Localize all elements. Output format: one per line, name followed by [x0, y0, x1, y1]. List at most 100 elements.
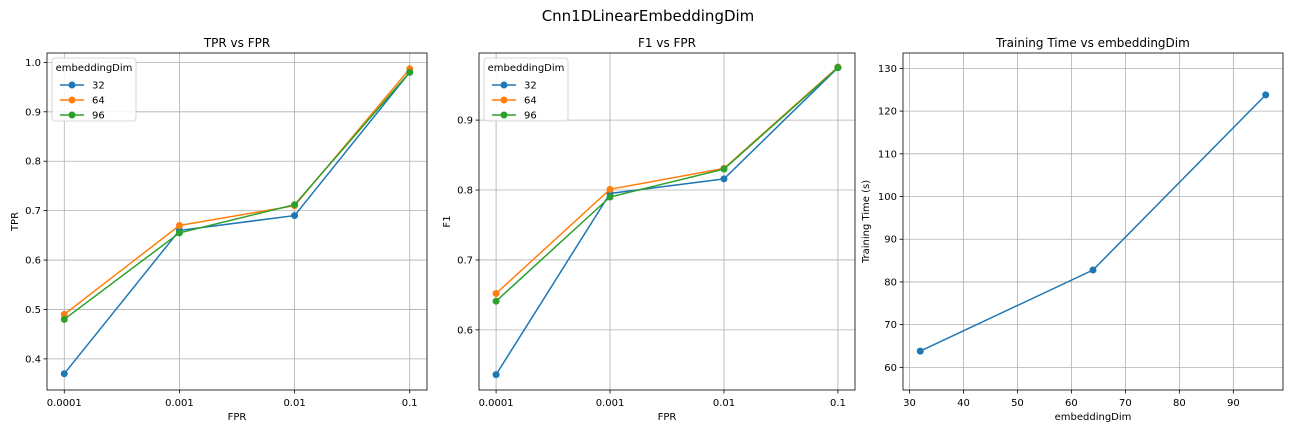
y-tick-label: 90	[884, 235, 897, 246]
data-point	[492, 297, 500, 305]
y-tick-label: 1.0	[25, 58, 41, 69]
x-tick-label: 0.001	[596, 398, 625, 409]
y-tick-label: 120	[878, 107, 897, 118]
plot-area-frame	[902, 52, 1284, 391]
plot-area-frame	[46, 52, 428, 391]
y-tick-label: 0.7	[457, 255, 473, 266]
chart-title: Training Time vs embeddingDim	[995, 36, 1190, 50]
series-line	[495, 67, 839, 302]
x-tick-label: 40	[957, 398, 970, 409]
legend-entry: 32	[60, 81, 105, 92]
legend-label: 96	[524, 111, 537, 122]
x-axis-label: embeddingDim	[1055, 412, 1132, 423]
legend-box	[483, 57, 569, 122]
legend-entry: 32	[492, 81, 537, 92]
grid	[903, 53, 1283, 390]
legend-marker	[500, 81, 508, 89]
y-tick-label: 100	[878, 192, 897, 203]
y-tick-label: 0.6	[457, 325, 473, 336]
x-tick-label: 0.1	[402, 398, 418, 409]
y-tick-label: 110	[878, 149, 897, 160]
legend-entry: 96	[492, 111, 537, 122]
data-point	[492, 371, 500, 379]
data-point	[606, 185, 614, 193]
x-tick-label: 0.0001	[479, 398, 514, 409]
legend-marker	[68, 81, 76, 89]
data-point	[60, 370, 68, 378]
legend-marker	[68, 111, 76, 119]
data-point	[291, 212, 299, 220]
x-tick-label: 30	[903, 398, 916, 409]
chart-title: TPR vs FPR	[203, 36, 270, 50]
chart-title: F1 vs FPR	[638, 36, 696, 50]
legend-entry: 64	[60, 96, 105, 107]
x-tick-label: 50	[1011, 398, 1024, 409]
x-axis-label: FPR	[228, 412, 247, 423]
y-tick-label: 0.7	[25, 206, 41, 217]
legend: embeddingDim 32 64 96	[483, 57, 569, 122]
data-point	[720, 175, 728, 183]
data-point	[492, 290, 500, 298]
data-point	[175, 221, 183, 229]
data-point	[834, 64, 842, 72]
series-line-1	[916, 91, 1270, 355]
x-tick-label: 90	[1227, 398, 1240, 409]
y-tick-label: 130	[878, 64, 897, 75]
data-point	[60, 315, 68, 323]
data-point	[916, 347, 924, 355]
chart-panel-1: 0.0001 0.001 0.01 0.1 0.4 0.5 0.6 0.7 0.8 0.9 1.0 T…	[10, 36, 428, 423]
series-line	[919, 94, 1267, 352]
legend-entry: 64	[492, 96, 537, 107]
x-tick-label: 0.01	[283, 398, 305, 409]
y-axis-label: F1	[442, 215, 453, 227]
legend-marker	[500, 96, 508, 104]
chart-panel-3: 30 40 50 60 70 80 90 60 70 80 90 100 110 120 130 Traini…	[861, 36, 1284, 423]
legend-label: 64	[524, 96, 537, 107]
series-line	[63, 71, 411, 375]
y-tick-label: 0.9	[457, 116, 473, 127]
series-line	[495, 67, 839, 375]
x-tick-label: 0.01	[713, 398, 735, 409]
legend-label: 32	[92, 81, 105, 92]
y-tick-label: 0.5	[25, 305, 41, 316]
legend-entry: 96	[60, 111, 105, 122]
series-line	[63, 68, 411, 315]
y-tick-label: 70	[884, 320, 897, 331]
series-96	[492, 64, 842, 305]
legend-marker	[68, 96, 76, 104]
data-point	[60, 310, 68, 318]
data-point	[175, 229, 183, 237]
data-point	[406, 68, 414, 76]
y-tick-label: 0.8	[457, 186, 473, 197]
legend: embeddingDim 32 64 96	[51, 57, 137, 122]
x-tick-label: 80	[1173, 398, 1186, 409]
chart-panels: 0.0001 0.001 0.01 0.1 0.4 0.5 0.6 0.7 0.8 0.9 1.0 T…	[10, 36, 1284, 423]
y-tick-label: 0.4	[25, 354, 41, 365]
x-tick-label: 70	[1119, 398, 1132, 409]
y-tick-label: 0.9	[25, 107, 41, 118]
y-tick-label: 60	[884, 363, 897, 374]
data-point	[606, 193, 614, 201]
x-tick-label: 0.1	[830, 398, 846, 409]
x-axis-label: FPR	[658, 412, 677, 423]
legend-marker	[500, 111, 508, 119]
data-point	[720, 165, 728, 173]
series-96	[60, 68, 414, 323]
x-tick-label: 60	[1065, 398, 1078, 409]
x-tick-label: 0.0001	[47, 398, 82, 409]
legend-label: 64	[92, 96, 105, 107]
legend-label: 32	[524, 81, 537, 92]
plot-area-frame	[478, 52, 856, 391]
grid	[479, 53, 855, 390]
x-tick-label: 0.001	[165, 398, 194, 409]
y-axis-label: Training Time (s)	[861, 180, 872, 264]
legend-title: embeddingDim	[56, 63, 133, 74]
y-tick-label: 0.8	[25, 157, 41, 168]
y-tick-label: 0.6	[25, 256, 41, 267]
data-point	[1262, 91, 1270, 99]
series-line	[63, 71, 411, 320]
data-point	[291, 201, 299, 209]
chart-panel-2: 0.0001 0.001 0.01 0.1 0.6 0.7 0.8 0.9 F1 vs FPR F…	[442, 36, 856, 423]
y-tick-label: 80	[884, 277, 897, 288]
